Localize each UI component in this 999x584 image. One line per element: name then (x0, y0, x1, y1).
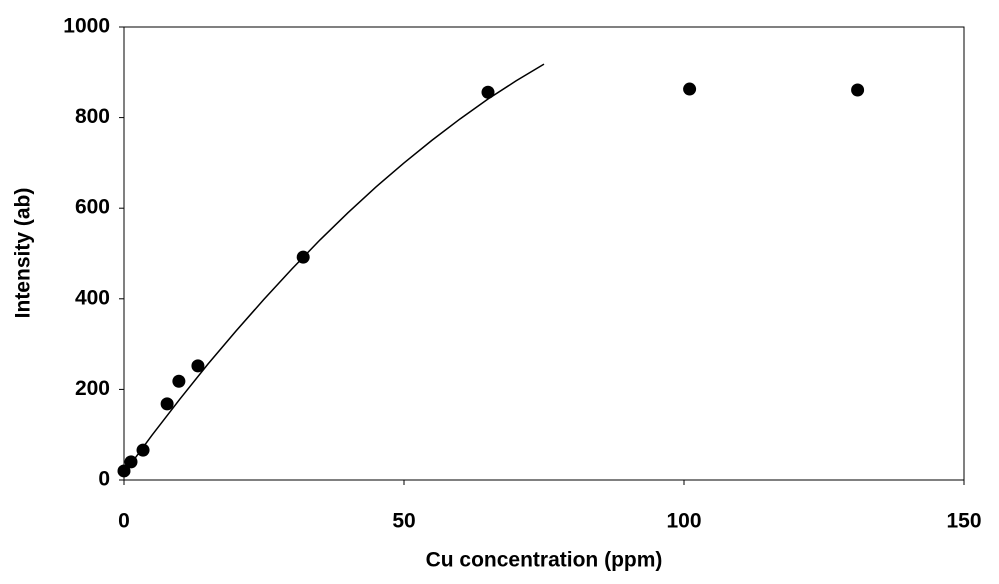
data-point (481, 85, 495, 99)
y-tick-label: 1000 (63, 15, 110, 38)
x-axis-label: Cu concentration (ppm) (426, 549, 663, 572)
y-tick-label: 400 (75, 286, 110, 309)
y-tick-label: 800 (75, 105, 110, 128)
x-tick-label: 150 (946, 510, 981, 533)
data-point (683, 82, 697, 96)
data-point (172, 374, 186, 388)
x-tick-label: 0 (118, 510, 130, 533)
y-axis-label: Intensity (ab) (12, 188, 35, 319)
data-point (160, 397, 174, 411)
data-point (136, 443, 150, 457)
y-tick-label: 0 (98, 468, 110, 491)
y-tick-label: 600 (75, 196, 110, 219)
data-point (851, 83, 865, 97)
data-point (191, 359, 205, 373)
plot-frame (123, 26, 965, 481)
x-tick-label: 100 (666, 510, 701, 533)
y-tick-label: 200 (75, 377, 110, 400)
fit-curve (123, 63, 545, 474)
x-tick-label: 50 (392, 510, 415, 533)
